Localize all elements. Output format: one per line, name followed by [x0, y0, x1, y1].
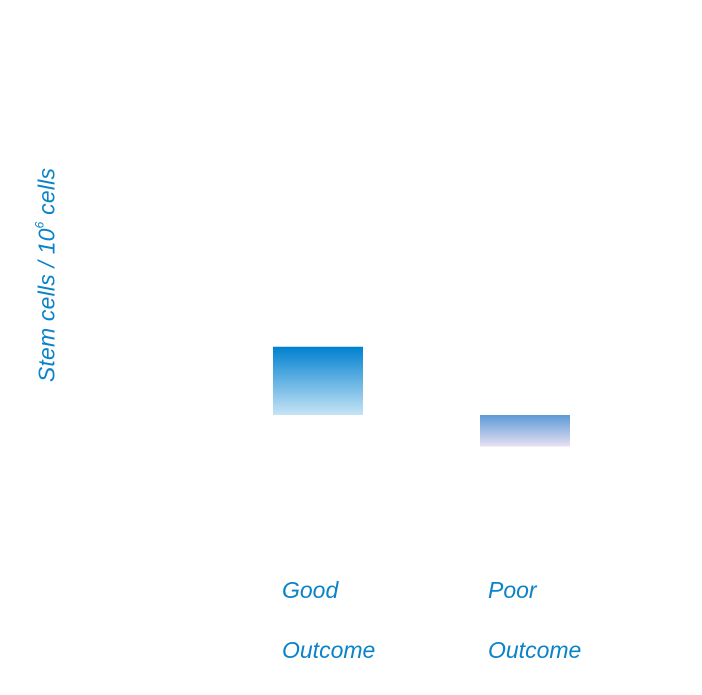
bars-group: [273, 346, 570, 447]
category-label-poor-outcome: Poor Outcome: [488, 577, 582, 663]
y-axis-label: Stem cells / 106 cells: [32, 167, 60, 383]
bar-good-outcome: [273, 346, 363, 415]
category-label-good-outcome: Good Outcome: [282, 577, 376, 663]
chart: [273, 346, 570, 447]
bar-poor-outcome: [480, 415, 570, 447]
